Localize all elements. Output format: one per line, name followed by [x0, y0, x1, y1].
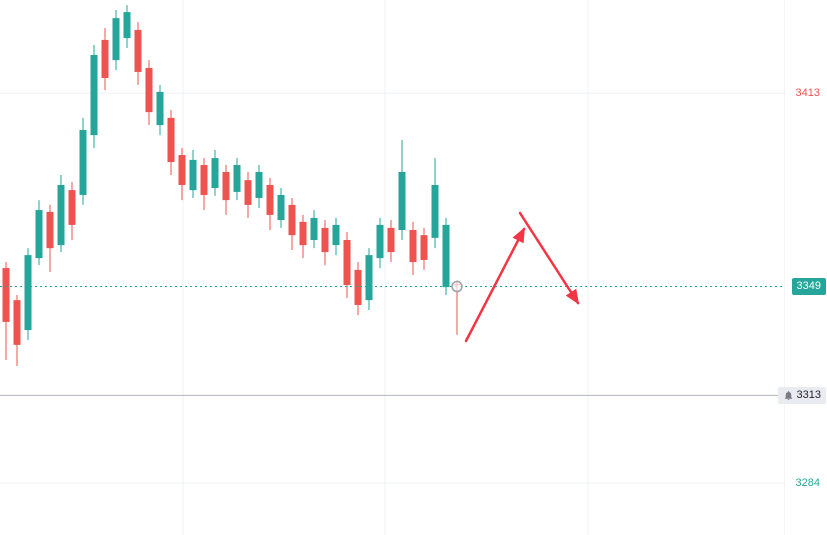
- last-price-marker: [451, 280, 463, 293]
- candle-body: [387, 227, 395, 253]
- candle-body: [13, 300, 21, 345]
- drawn-arrow[interactable]: [518, 211, 580, 305]
- candle-body: [365, 255, 373, 301]
- candle-body: [277, 194, 285, 221]
- candle-body: [200, 165, 208, 195]
- candle-body: [134, 29, 142, 72]
- candle-body: [288, 204, 296, 236]
- drawn-arrow[interactable]: [464, 227, 526, 343]
- candle-body: [35, 210, 43, 259]
- candle-body: [376, 224, 384, 259]
- candle-body: [68, 190, 76, 225]
- candle-body: [354, 269, 362, 305]
- candle-body: [189, 159, 197, 191]
- candle-body: [123, 12, 131, 39]
- candle-body: [46, 211, 54, 249]
- candle-body: [398, 171, 406, 231]
- candle-body: [255, 171, 263, 198]
- candle-body: [145, 68, 153, 113]
- candle-body: [112, 18, 120, 61]
- candle-body: [409, 230, 417, 263]
- candle-body: [24, 255, 32, 331]
- candle-body: [332, 224, 340, 246]
- price-label-low: 3284: [795, 477, 820, 489]
- candle-body: [299, 221, 307, 246]
- candle-body: [211, 158, 219, 189]
- candle-body: [266, 184, 274, 215]
- candle-body: [101, 39, 109, 78]
- candle-body: [420, 235, 428, 260]
- candle-body: [90, 55, 98, 136]
- candle-body: [2, 268, 10, 322]
- candle-body: [310, 217, 318, 240]
- candle-body: [321, 227, 329, 253]
- current-price-badge: 3349: [791, 278, 826, 296]
- candles-series: [2, 5, 461, 367]
- candle-body: [431, 184, 439, 238]
- candle-body: [233, 165, 241, 192]
- candle-body: [178, 155, 186, 185]
- candle-body: [167, 117, 175, 163]
- candle-body: [57, 184, 65, 246]
- candle-body: [244, 180, 252, 205]
- candle-body: [156, 91, 164, 126]
- candle-body: [442, 224, 450, 288]
- price-axis[interactable]: 3413 3349 3313 3284: [777, 0, 827, 535]
- current-price-value: 3349: [796, 280, 821, 293]
- bell-icon: [784, 390, 792, 400]
- alert-price-badge[interactable]: 3313: [777, 386, 826, 404]
- price-label-high: 3413: [795, 87, 820, 100]
- candle-body: [222, 171, 230, 201]
- candle-body: [343, 239, 351, 286]
- candle-body: [79, 129, 87, 195]
- alert-price-value: 3313: [796, 388, 821, 401]
